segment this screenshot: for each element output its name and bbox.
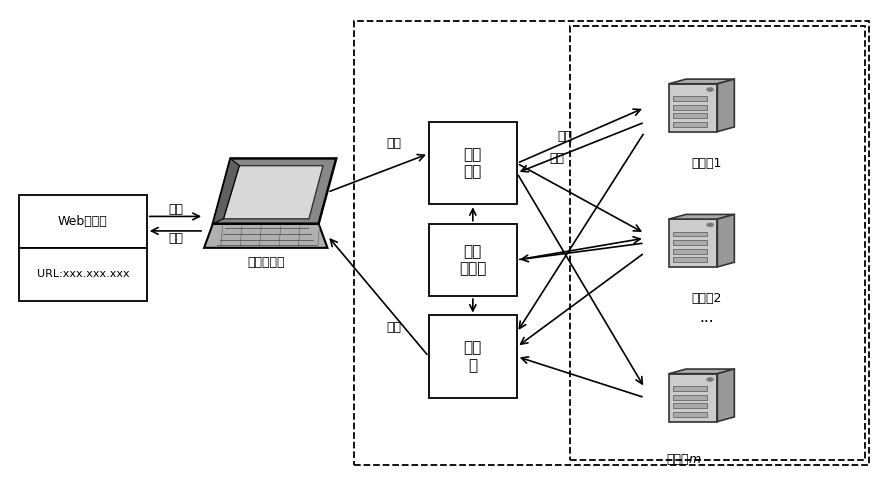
- Bar: [673, 122, 706, 127]
- Circle shape: [706, 87, 713, 91]
- Bar: [673, 96, 706, 101]
- Polygon shape: [669, 219, 718, 267]
- Polygon shape: [224, 166, 323, 219]
- Polygon shape: [718, 369, 735, 421]
- Circle shape: [706, 223, 713, 226]
- Bar: [673, 113, 706, 118]
- Text: 域名解析器: 域名解析器: [247, 256, 285, 269]
- Text: URL:xxx.xxx.xxx: URL:xxx.xxx.xxx: [36, 269, 129, 279]
- Text: 输入
代理: 输入 代理: [464, 147, 482, 179]
- Polygon shape: [669, 374, 718, 421]
- Polygon shape: [669, 84, 718, 132]
- Text: 执行体2: 执行体2: [691, 292, 721, 305]
- Text: 请求: 请求: [386, 138, 401, 151]
- Polygon shape: [718, 214, 735, 267]
- Text: 应答: 应答: [386, 321, 401, 334]
- Bar: [673, 231, 706, 236]
- Text: ···: ···: [699, 315, 713, 330]
- Text: 请求: 请求: [558, 130, 573, 143]
- Text: 反馈
控制器: 反馈 控制器: [459, 243, 486, 276]
- Text: 裁决
器: 裁决 器: [464, 340, 482, 373]
- Bar: [429, 315, 517, 398]
- Bar: [570, 26, 865, 460]
- Bar: [673, 240, 706, 245]
- Bar: [19, 248, 147, 301]
- Bar: [673, 249, 706, 254]
- Polygon shape: [213, 158, 336, 224]
- Text: Web浏览器: Web浏览器: [58, 215, 108, 228]
- Text: 应答: 应答: [549, 152, 564, 165]
- Text: 请求: 请求: [168, 203, 183, 216]
- Bar: [429, 122, 517, 204]
- Bar: [673, 386, 706, 391]
- Text: m: m: [689, 453, 701, 466]
- Text: 应答: 应答: [168, 232, 183, 244]
- Circle shape: [706, 378, 713, 382]
- Bar: [429, 224, 517, 296]
- Bar: [673, 258, 706, 262]
- Polygon shape: [718, 79, 735, 132]
- Bar: [673, 395, 706, 399]
- Polygon shape: [669, 79, 735, 84]
- Bar: [19, 195, 147, 248]
- Bar: [673, 403, 706, 408]
- Bar: [354, 21, 869, 465]
- Polygon shape: [669, 214, 735, 219]
- Bar: [673, 412, 706, 417]
- Text: 执行体1: 执行体1: [691, 157, 721, 170]
- Bar: [673, 105, 706, 110]
- Polygon shape: [204, 224, 327, 248]
- Polygon shape: [669, 369, 735, 374]
- Polygon shape: [213, 158, 240, 224]
- Text: 执行体: 执行体: [667, 453, 689, 466]
